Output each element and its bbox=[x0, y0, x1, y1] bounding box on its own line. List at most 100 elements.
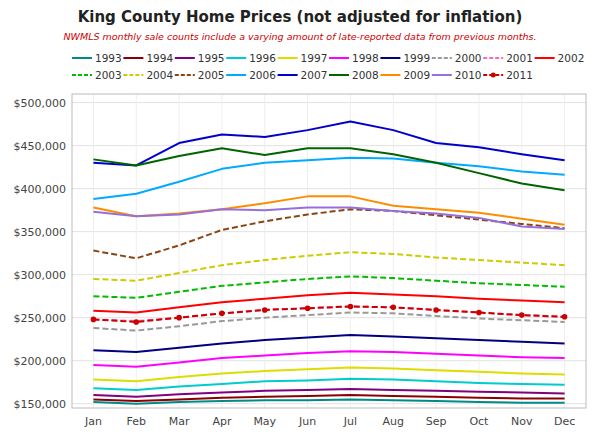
legend-label: 2002 bbox=[558, 52, 585, 64]
chart: King County Home Prices (not adjusted fo… bbox=[0, 0, 600, 436]
legend-item: 1999 bbox=[380, 52, 430, 64]
grid-line bbox=[221, 94, 222, 408]
legend-item: 1996 bbox=[226, 52, 276, 64]
grid-line bbox=[72, 145, 586, 146]
series-line bbox=[93, 335, 564, 352]
series-line bbox=[93, 293, 564, 313]
legend-swatch bbox=[278, 57, 298, 59]
series-marker bbox=[262, 307, 268, 313]
legend-swatch bbox=[432, 74, 452, 76]
legend-item: 2011 bbox=[483, 69, 533, 81]
legend-label: 2009 bbox=[403, 69, 430, 81]
plot-frame bbox=[72, 94, 586, 408]
x-tick-label: Jul bbox=[343, 415, 357, 428]
legend-swatch bbox=[380, 74, 400, 76]
x-tick-label: Aug bbox=[383, 415, 404, 428]
grid-line bbox=[564, 94, 565, 408]
series-line bbox=[93, 148, 564, 190]
legend-swatch bbox=[329, 57, 349, 59]
legend-label: 2006 bbox=[249, 69, 276, 81]
series-marker bbox=[390, 305, 396, 311]
legend-label: 1997 bbox=[301, 52, 328, 64]
y-tick-label: $450,000 bbox=[14, 140, 67, 153]
grid-line bbox=[72, 231, 586, 232]
y-tick-label: $350,000 bbox=[14, 226, 67, 239]
x-tick-label: Jun bbox=[298, 415, 316, 428]
grid-line bbox=[72, 317, 586, 318]
title: King County Home Prices (not adjusted fo… bbox=[78, 8, 523, 26]
legend-item: 1994 bbox=[123, 52, 173, 64]
legend-item: 1995 bbox=[175, 52, 225, 64]
grid-line bbox=[436, 94, 437, 408]
series-group bbox=[91, 122, 568, 404]
legend-swatch bbox=[535, 57, 555, 59]
series-line bbox=[93, 379, 564, 390]
legend-swatch bbox=[483, 57, 503, 59]
legend-swatch bbox=[123, 57, 143, 59]
y-tick-label: $500,000 bbox=[14, 97, 67, 110]
grid-line bbox=[264, 94, 265, 408]
legend-label: 2000 bbox=[455, 52, 482, 64]
legend-item: 2005 bbox=[175, 69, 225, 81]
series-line bbox=[93, 276, 564, 298]
series-line bbox=[93, 208, 564, 230]
legend-item: 1993 bbox=[72, 52, 122, 64]
grid-line bbox=[72, 360, 586, 361]
legend-item: 2001 bbox=[483, 52, 533, 64]
grid-line bbox=[478, 94, 479, 408]
x-tick-label: Sep bbox=[426, 415, 447, 428]
legend-label: 2005 bbox=[198, 69, 225, 81]
series-marker bbox=[176, 315, 182, 321]
legend-swatch bbox=[432, 57, 452, 59]
legend-label: 1993 bbox=[95, 52, 122, 64]
series-marker bbox=[348, 304, 354, 310]
series-line bbox=[93, 209, 564, 258]
legend-item: 1997 bbox=[278, 52, 328, 64]
series-marker bbox=[562, 314, 568, 320]
y-tick-label: $250,000 bbox=[14, 312, 67, 325]
x-tick-label: Mar bbox=[169, 415, 190, 428]
legend-item: 2004 bbox=[123, 69, 173, 81]
series-line bbox=[93, 389, 564, 397]
x-tick-label: May bbox=[253, 415, 276, 428]
legend-item: 2009 bbox=[380, 69, 430, 81]
x-tick-label: Apr bbox=[212, 415, 232, 428]
grid-line bbox=[307, 94, 308, 408]
y-tick-label: $200,000 bbox=[14, 355, 67, 368]
legend-swatch bbox=[175, 74, 195, 76]
legend-swatch bbox=[226, 57, 246, 59]
grid-line bbox=[179, 94, 180, 408]
legend-swatch bbox=[175, 57, 195, 59]
legend-item: 2010 bbox=[432, 69, 482, 81]
grid-line bbox=[72, 274, 586, 275]
legend-label: 1994 bbox=[146, 52, 173, 64]
legend-swatch bbox=[72, 57, 92, 59]
grid-line bbox=[350, 94, 351, 408]
series-line bbox=[93, 306, 564, 321]
legend-item: 2000 bbox=[432, 52, 482, 64]
grid-line bbox=[393, 94, 394, 408]
legend-label: 1999 bbox=[403, 52, 430, 64]
legend-label: 2011 bbox=[506, 69, 533, 81]
x-tick-label: Jan bbox=[84, 415, 102, 428]
legend-swatch bbox=[226, 74, 246, 76]
legend-label: 2010 bbox=[455, 69, 482, 81]
legend-label: 2001 bbox=[506, 52, 533, 64]
legend-label: 2004 bbox=[146, 69, 173, 81]
x-tick-label: Feb bbox=[127, 415, 146, 428]
legend-item: 2003 bbox=[72, 69, 122, 81]
y-tick-label: $150,000 bbox=[14, 398, 67, 411]
legend-item: 2008 bbox=[329, 69, 379, 81]
series-marker bbox=[476, 310, 482, 316]
legend-swatch bbox=[72, 74, 92, 76]
legend-label: 2003 bbox=[95, 69, 122, 81]
y-tick-label: $400,000 bbox=[14, 183, 67, 196]
series-marker bbox=[91, 317, 97, 323]
x-tick-label: Dec bbox=[554, 415, 575, 428]
series-line bbox=[93, 368, 564, 382]
y-tick-label: $300,000 bbox=[14, 269, 67, 282]
legend-swatch bbox=[123, 74, 143, 76]
subtitle: NWMLS monthly sale counts include a vary… bbox=[64, 31, 537, 42]
legend-item: 1998 bbox=[329, 52, 379, 64]
series-line bbox=[93, 158, 564, 199]
